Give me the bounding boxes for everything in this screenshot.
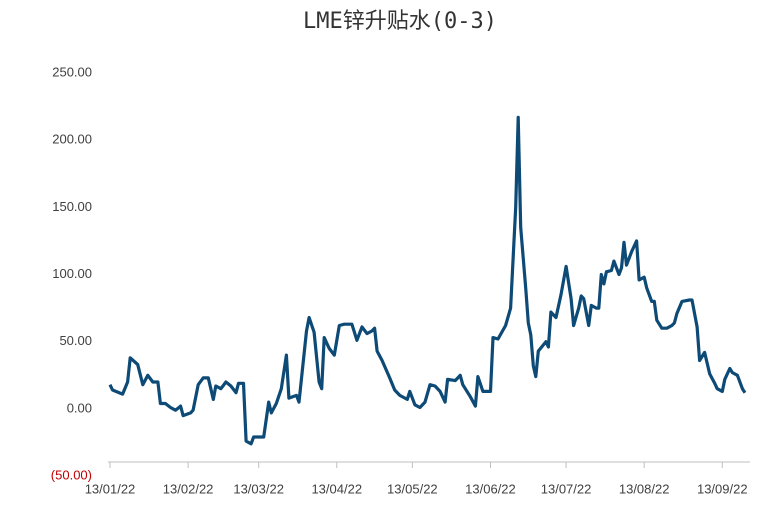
- y-tick-label: 100.00: [52, 266, 92, 281]
- x-tick-label: 13/04/22: [311, 481, 362, 496]
- x-tick-label: 13/09/22: [697, 481, 748, 496]
- y-tick-label: 0.00: [67, 400, 92, 415]
- y-tick-label: 250.00: [52, 64, 92, 79]
- y-tick-label: 50.00: [59, 333, 92, 348]
- chart-title: LME锌升贴水(0-3): [303, 9, 497, 34]
- y-tick-label: 200.00: [52, 132, 92, 147]
- data-line: [108, 115, 747, 446]
- x-tick-label: 13/01/22: [85, 481, 136, 496]
- y-tick-label: (50.00): [51, 467, 92, 482]
- y-tick-label: 150.00: [52, 199, 92, 214]
- x-tick-label: 13/02/22: [163, 481, 214, 496]
- x-tick-label: 13/05/22: [387, 481, 438, 496]
- x-tick-label: 13/03/22: [233, 481, 284, 496]
- x-tick-label: 13/06/22: [465, 481, 516, 496]
- x-tick-label: 13/07/22: [541, 481, 592, 496]
- x-tick-label: 13/08/22: [619, 481, 670, 496]
